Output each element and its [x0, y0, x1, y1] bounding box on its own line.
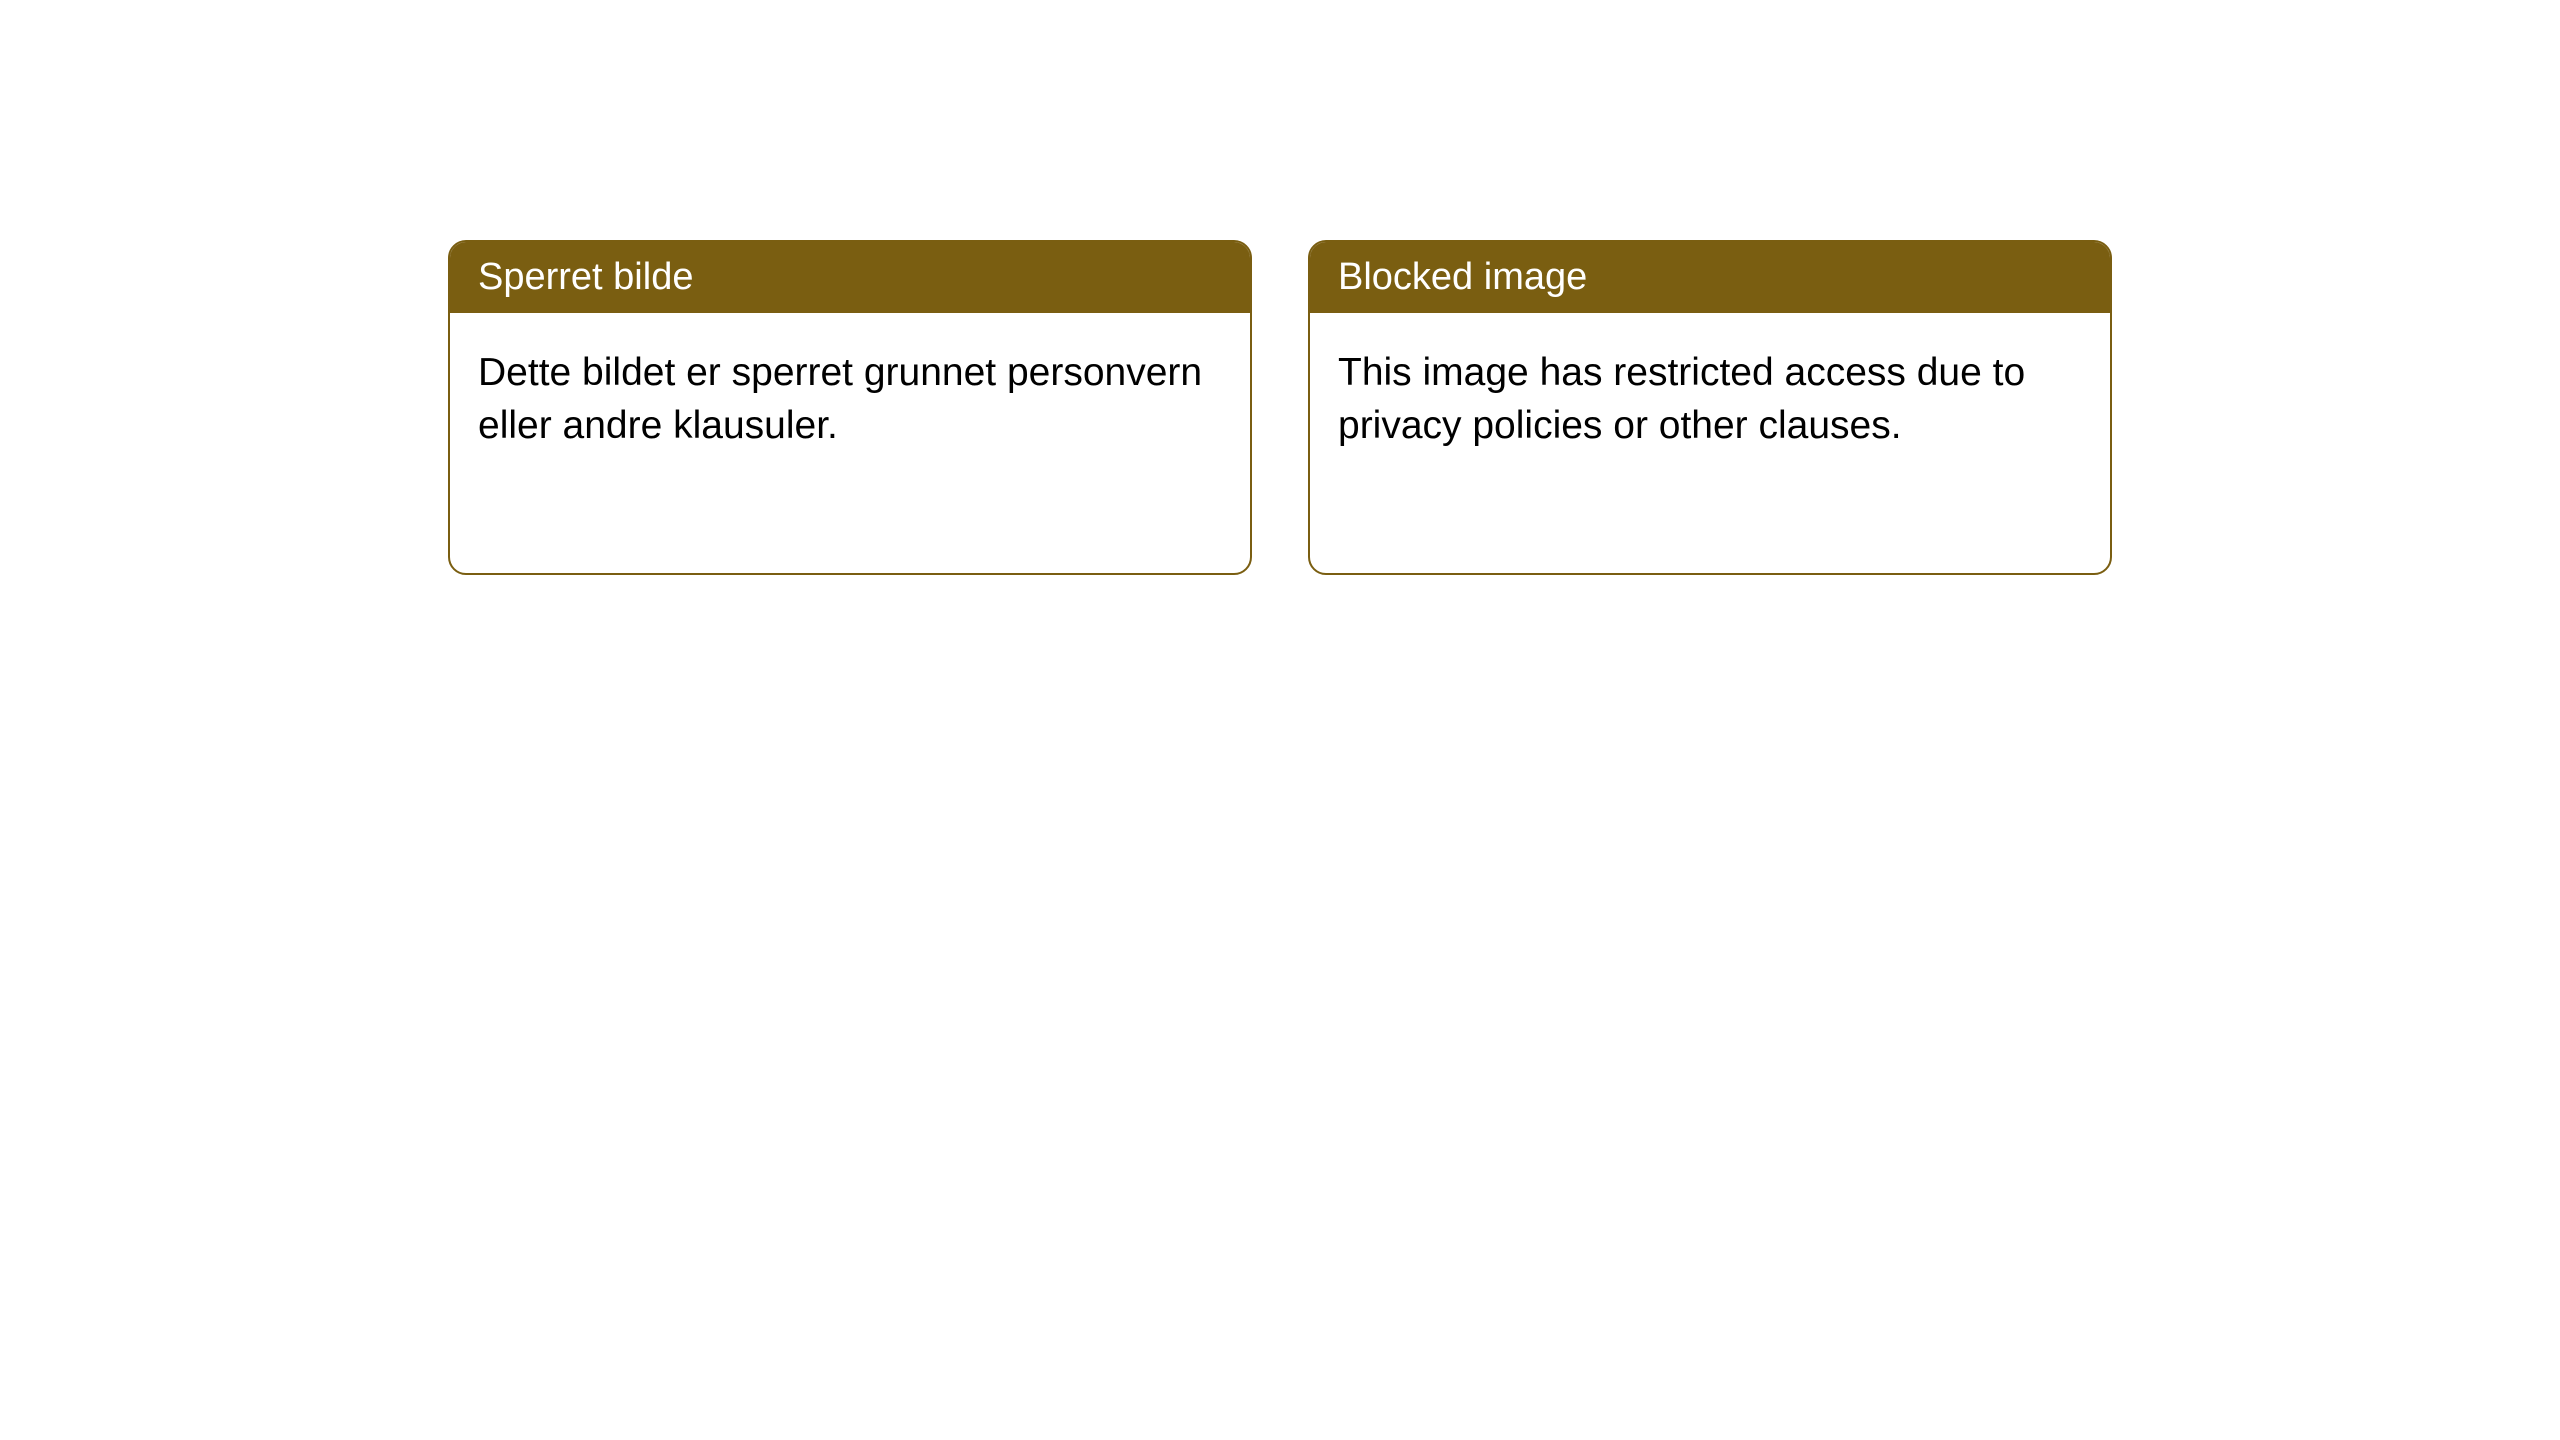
- card-header: Blocked image: [1310, 242, 2110, 313]
- card-body: Dette bildet er sperret grunnet personve…: [450, 313, 1250, 573]
- card-header: Sperret bilde: [450, 242, 1250, 313]
- card-body-text: This image has restricted access due to …: [1338, 351, 2025, 447]
- blocked-image-card-no: Sperret bilde Dette bildet er sperret gr…: [448, 240, 1252, 575]
- card-body: This image has restricted access due to …: [1310, 313, 2110, 573]
- blocked-image-cards: Sperret bilde Dette bildet er sperret gr…: [448, 240, 2112, 575]
- card-header-text: Sperret bilde: [478, 256, 693, 298]
- blocked-image-card-en: Blocked image This image has restricted …: [1308, 240, 2112, 575]
- card-header-text: Blocked image: [1338, 256, 1587, 298]
- card-body-text: Dette bildet er sperret grunnet personve…: [478, 351, 1202, 447]
